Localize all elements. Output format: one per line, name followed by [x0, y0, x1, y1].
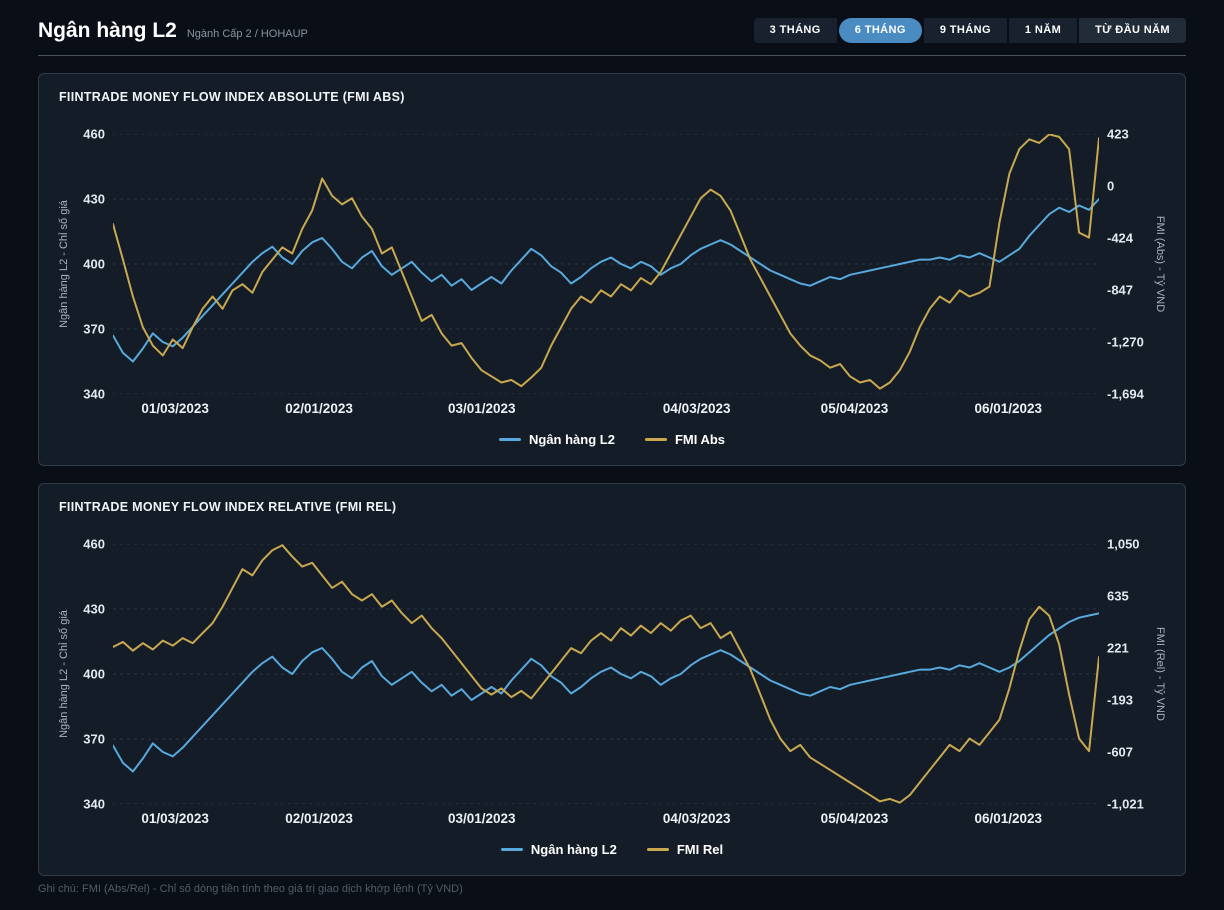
left-axis-tick: 340 [83, 387, 105, 402]
page-header: Ngân hàng L2 Ngành Cấp 2 / HOHAUP 3 THÁN… [38, 0, 1186, 56]
legend: Ngân hàng L2 FMI Abs [55, 420, 1169, 457]
right-axis-tick: 221 [1107, 641, 1129, 656]
legend-swatch [647, 848, 669, 851]
chart-panel-fmi-abs: FIINTRADE MONEY FLOW INDEX ABSOLUTE (FMI… [38, 73, 1186, 466]
right-axis-tick: -193 [1107, 693, 1133, 708]
right-axis-tick: -1,021 [1107, 797, 1144, 812]
page-title: Ngân hàng L2 [38, 19, 177, 43]
panel-title: FIINTRADE MONEY FLOW INDEX RELATIVE (FMI… [59, 500, 1169, 514]
footer-note: Ghi chú: FMI (Abs/Rel) - Chỉ số dòng tiề… [38, 883, 1186, 895]
right-axis-tick: -847 [1107, 283, 1133, 298]
series-line-fmi [113, 134, 1099, 388]
legend: Ngân hàng L2 FMI Rel [55, 830, 1169, 867]
series-line-price [113, 199, 1099, 362]
legend-swatch [499, 438, 521, 441]
x-axis-tick: 04/03/2023 [663, 811, 731, 826]
plot-wrap [113, 544, 1099, 804]
left-axis-tick: 430 [83, 602, 105, 617]
left-axis-title: Ngân hàng L2 - Chỉ số giá [58, 200, 70, 328]
chart-row: Ngân hàng L2 - Chỉ số giá 46043040037034… [55, 544, 1169, 804]
x-axis-tick: 02/01/2023 [285, 811, 353, 826]
x-axis-tick: 01/03/2023 [141, 811, 209, 826]
legend-item[interactable]: Ngân hàng L2 [499, 432, 615, 447]
x-axis-tick: 01/03/2023 [141, 401, 209, 416]
left-tick-labels: 460430400370340 [73, 134, 113, 394]
left-axis-tick: 460 [83, 537, 105, 552]
right-axis-tick: -424 [1107, 231, 1133, 246]
range-button-4[interactable]: 1 NĂM [1009, 18, 1077, 43]
x-axis-tick: 03/01/2023 [448, 811, 516, 826]
legend-label: FMI Rel [677, 842, 723, 857]
x-axis-tick: 02/01/2023 [285, 401, 353, 416]
left-axis-tick: 400 [83, 257, 105, 272]
range-buttons: 3 THÁNG6 THÁNG9 THÁNG1 NĂMTỪ ĐẦU NĂM [754, 18, 1186, 43]
page-subtitle: Ngành Cấp 2 / HOHAUP [187, 28, 308, 40]
x-tick-labels: 01/03/2023 02/01/2023 03/01/2023 04/03/2023… [113, 394, 1099, 420]
left-axis-tick: 370 [83, 322, 105, 337]
right-tick-labels: 1,050635221-193-607-1,021 [1099, 544, 1151, 804]
right-axis-title-col: FMI (Rel) - Tỷ VND [1151, 544, 1169, 804]
right-axis-tick: 1,050 [1107, 537, 1140, 552]
range-button-3[interactable]: 9 THÁNG [924, 18, 1007, 43]
title-wrap: Ngân hàng L2 Ngành Cấp 2 / HOHAUP [38, 19, 308, 43]
legend-label: FMI Abs [675, 432, 725, 447]
right-axis-title-col: FMI (Abs) - Tỷ VND [1151, 134, 1169, 394]
x-axis-tick: 06/01/2023 [974, 401, 1042, 416]
legend-swatch [645, 438, 667, 441]
right-axis-title: FMI (Abs) - Tỷ VND [1154, 216, 1166, 312]
left-axis-tick: 400 [83, 667, 105, 682]
right-axis-tick: -607 [1107, 745, 1133, 760]
legend-item[interactable]: FMI Abs [645, 432, 725, 447]
range-button-5[interactable]: TỪ ĐẦU NĂM [1079, 18, 1186, 43]
left-axis-title-col: Ngân hàng L2 - Chỉ số giá [55, 544, 73, 804]
chart-row: Ngân hàng L2 - Chỉ số giá 46043040037034… [55, 134, 1169, 394]
legend-swatch [501, 848, 523, 851]
left-axis-tick: 340 [83, 797, 105, 812]
range-button-1[interactable]: 3 THÁNG [754, 18, 837, 43]
right-axis-tick: 0 [1107, 179, 1114, 194]
right-axis-title: FMI (Rel) - Tỷ VND [1154, 627, 1166, 721]
legend-item[interactable]: Ngân hàng L2 [501, 842, 617, 857]
plot-wrap [113, 134, 1099, 394]
left-axis-tick: 430 [83, 192, 105, 207]
left-axis-tick: 370 [83, 732, 105, 747]
left-tick-labels: 460430400370340 [73, 544, 113, 804]
x-axis-tick: 05/04/2023 [821, 401, 889, 416]
left-axis-title-col: Ngân hàng L2 - Chỉ số giá [55, 134, 73, 394]
left-axis-tick: 460 [83, 127, 105, 142]
right-axis-tick: -1,270 [1107, 335, 1144, 350]
right-axis-tick: -1,694 [1107, 387, 1144, 402]
x-axis-tick: 03/01/2023 [448, 401, 516, 416]
chart-panel-fmi-rel: FIINTRADE MONEY FLOW INDEX RELATIVE (FMI… [38, 483, 1186, 876]
legend-label: Ngân hàng L2 [529, 432, 615, 447]
x-axis-tick: 04/03/2023 [663, 401, 731, 416]
right-axis-tick: 423 [1107, 127, 1129, 142]
plot-area[interactable] [113, 134, 1099, 394]
legend-label: Ngân hàng L2 [531, 842, 617, 857]
x-axis-tick: 05/04/2023 [821, 811, 889, 826]
right-axis-tick: 635 [1107, 589, 1129, 604]
left-axis-title: Ngân hàng L2 - Chỉ số giá [58, 610, 70, 738]
x-tick-labels: 01/03/2023 02/01/2023 03/01/2023 04/03/2023… [113, 804, 1099, 830]
right-tick-labels: 4230-424-847-1,270-1,694 [1099, 134, 1151, 394]
page: Ngân hàng L2 Ngành Cấp 2 / HOHAUP 3 THÁN… [0, 0, 1224, 876]
legend-item[interactable]: FMI Rel [647, 842, 723, 857]
plot-area[interactable] [113, 544, 1099, 804]
panel-title: FIINTRADE MONEY FLOW INDEX ABSOLUTE (FMI… [59, 90, 1169, 104]
x-axis-tick: 06/01/2023 [974, 811, 1042, 826]
range-button-2[interactable]: 6 THÁNG [839, 18, 922, 43]
